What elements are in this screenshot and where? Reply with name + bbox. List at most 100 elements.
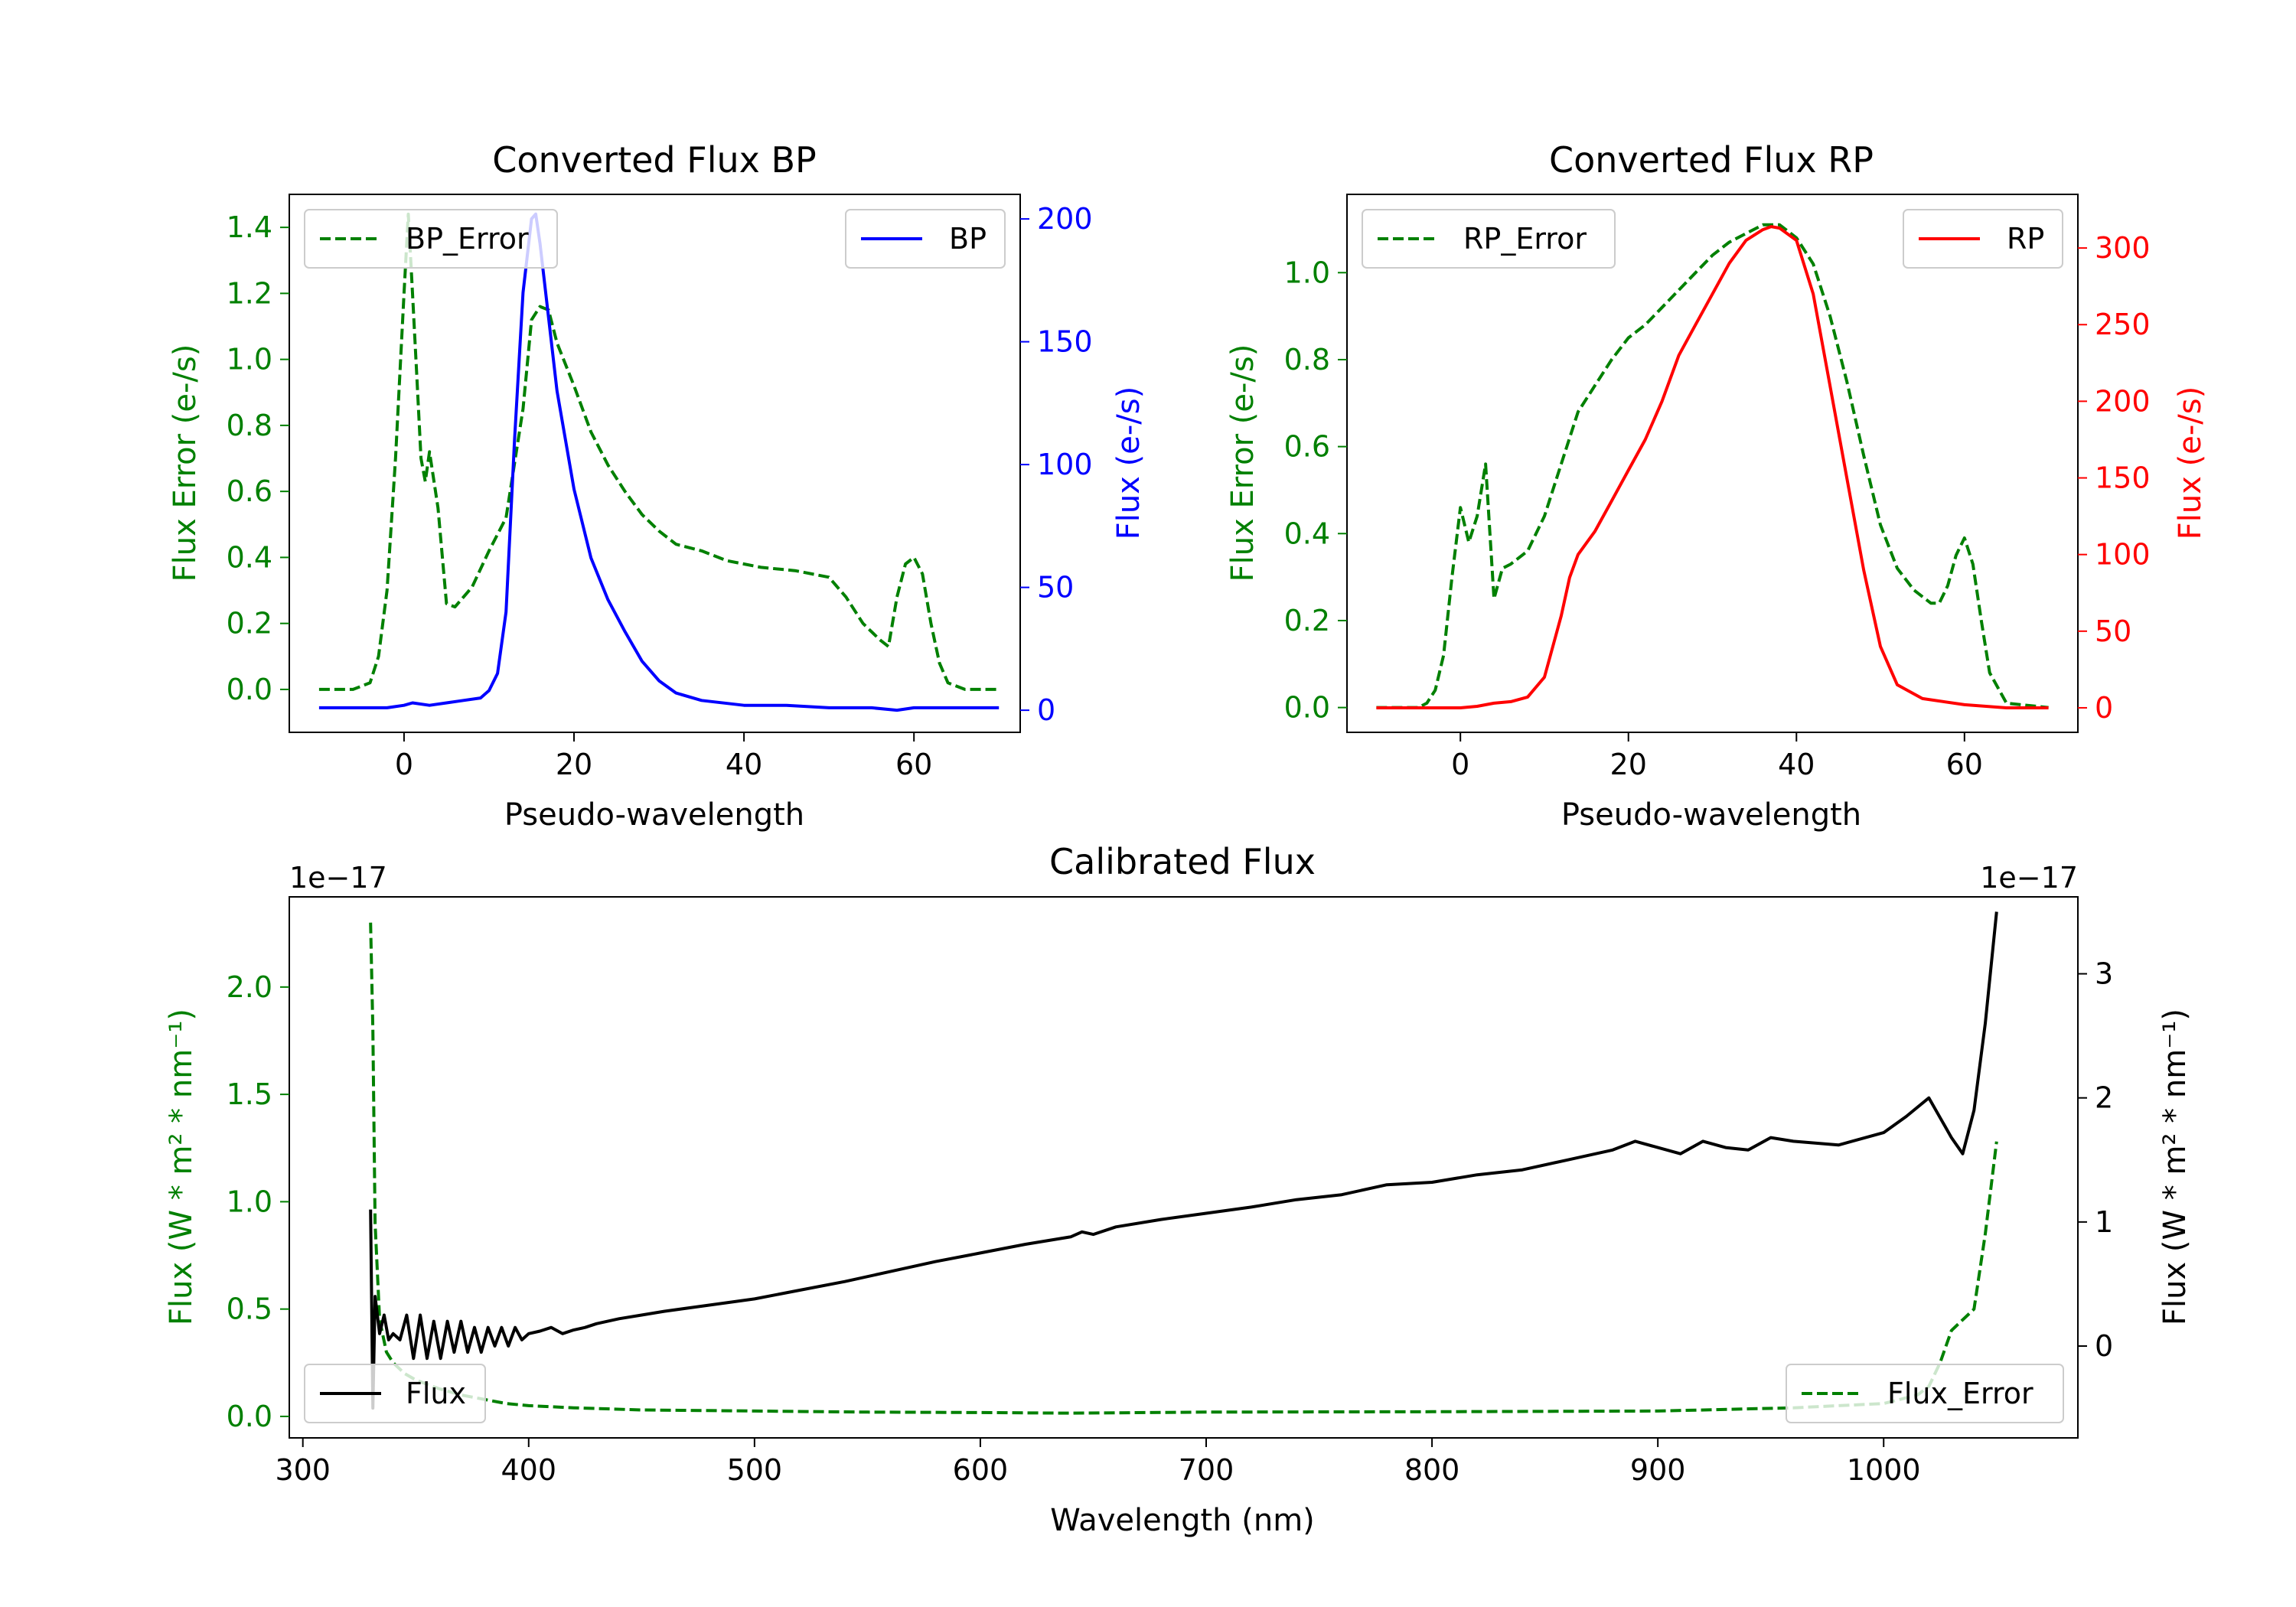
rp-x-tick-label: 40: [1778, 748, 1815, 781]
bp-y-left-tick-label: 1.4: [227, 210, 272, 244]
bp-x-tick-label: 60: [895, 748, 932, 781]
bp-y-left-tick-label: 0.4: [227, 540, 272, 574]
bp-y-left-tick-label: 0.0: [227, 673, 272, 706]
rp-legend-label: RP: [2007, 222, 2044, 256]
rp-y-left-tick-label: 0.4: [1284, 517, 1330, 550]
bp-y-right-tick-label: 150: [1037, 325, 1093, 359]
rp-y-right-tick-label: 0: [2095, 691, 2113, 725]
calibrated-x-axis-label: Wavelength (nm): [1050, 1503, 1315, 1538]
bp-title: Converted Flux BP: [492, 139, 817, 181]
rp-y-right-tick-label: 150: [2095, 461, 2151, 495]
bp-y-right-axis-label: Flux (e-/s): [1111, 386, 1146, 539]
calibrated-y-right-tick-label: 2: [2095, 1081, 2113, 1115]
calibrated-flux-legend: Flux: [304, 1364, 486, 1423]
rp-y-left-tick-label: 0.2: [1284, 604, 1330, 637]
calibrated-y-right-ticks: 0 1 2 3: [2078, 957, 2113, 1363]
bp-y-left-tick-label: 0.8: [227, 409, 272, 442]
bp-y-right-tick-label: 200: [1037, 202, 1093, 236]
bp-y-left-tick-label: 1.0: [227, 343, 272, 376]
rp-y-right-tick-label: 200: [2095, 384, 2151, 418]
calibrated-x-tick-label: 1000: [1847, 1453, 1921, 1487]
bp-legend-label: BP: [949, 222, 987, 256]
calibrated-series-flux-error-line: [369, 922, 1998, 1415]
calibrated-x-tick-label: 900: [1630, 1453, 1686, 1487]
rp-y-right-tick-label: 300: [2095, 231, 2151, 265]
rp-x-ticks: 0 20 40 60: [1451, 732, 1983, 781]
rp-y-right-ticks: 0 50 100 150 200 250 300: [2078, 231, 2151, 725]
bp-series-bp-line: [318, 212, 1000, 712]
bp-x-tick-label: 0: [395, 748, 413, 781]
rp-x-tick-label: 20: [1610, 748, 1647, 781]
calibrated-x-tick-label: 800: [1404, 1453, 1460, 1487]
calibrated-y-left-tick-label: 0.5: [227, 1292, 272, 1326]
rp-y-right-tick-label: 100: [2095, 538, 2151, 572]
calibrated-y-right-tick-label: 0: [2095, 1329, 2113, 1363]
calibrated-x-tick-label: 600: [953, 1453, 1009, 1487]
calibrated-y-left-tick-label: 1.0: [227, 1185, 272, 1218]
calibrated-y-right-tick-label: 3: [2095, 957, 2113, 991]
calibrated-y-left-tick-label: 0.0: [227, 1400, 272, 1433]
bp-x-ticks: 0 20 40 60: [395, 732, 932, 781]
bp-x-tick-label: 40: [726, 748, 762, 781]
rp-plot-area: [1376, 223, 2049, 709]
bp-y-left-axis-label: Flux Error (e-/s): [168, 344, 203, 582]
calibrated-flux-error-legend: Flux_Error: [1786, 1364, 2064, 1423]
rp-y-left-tick-label: 1.0: [1284, 256, 1330, 289]
bp-y-left-tick-label: 0.2: [227, 607, 272, 641]
bp-y-right-ticks: 0 50 100 150 200: [1020, 202, 1093, 727]
calibrated-right-offset-text: 1e−17: [1980, 861, 2078, 895]
bp-series-bp-error-line: [318, 212, 1000, 691]
bp-y-right-tick-label: 100: [1037, 448, 1093, 481]
rp-y-right-tick-label: 50: [2095, 614, 2131, 648]
rp-error-legend: RP_Error: [1362, 209, 1616, 269]
calibrated-y-right-axis-label: Flux (W * m² * nm⁻¹): [2157, 1009, 2193, 1325]
bp-y-left-tick-label: 1.2: [227, 276, 272, 310]
rp-x-tick-label: 60: [1946, 748, 1983, 781]
rp-y-right-tick-label: 250: [2095, 308, 2151, 341]
bp-y-right-tick-label: 50: [1037, 571, 1074, 605]
rp-axes-frame: [1346, 194, 2079, 733]
rp-series-rp-error-line: [1376, 223, 2049, 709]
calibrated-x-tick-label: 400: [501, 1453, 557, 1487]
calibrated-series-flux-line: [369, 911, 1998, 1410]
bp-axes-frame: [289, 194, 1021, 733]
bp-plot-area: [318, 212, 1000, 712]
calibrated-x-tick-label: 700: [1179, 1453, 1234, 1487]
rp-y-left-tick-label: 0.8: [1284, 343, 1330, 376]
calibrated-x-tick-label: 500: [727, 1453, 783, 1487]
bp-y-left-tick-label: 0.6: [227, 474, 272, 508]
rp-series-rp-line: [1376, 225, 2049, 709]
calibrated-y-left-tick-label: 2.0: [227, 970, 272, 1004]
bp-y-right-tick-label: 0: [1037, 693, 1055, 727]
rp-y-left-axis-label: Flux Error (e-/s): [1225, 344, 1261, 582]
calibrated-y-left-ticks: 0.0 0.5 1.0 1.5 2.0: [227, 970, 289, 1433]
rp-y-left-tick-label: 0.6: [1284, 430, 1330, 464]
panel-calibrated-flux: Calibrated Flux 300 400 500 600 700 800 900 100…: [164, 841, 2193, 1538]
rp-legend: RP: [1903, 209, 2063, 269]
rp-y-left-ticks: 0.0 0.2 0.4 0.6 0.8 1.0: [1284, 256, 1347, 725]
calibrated-flux-error-legend-label: Flux_Error: [1887, 1377, 2033, 1410]
rp-x-axis-label: Pseudo-wavelength: [1561, 797, 1861, 833]
calibrated-y-left-tick-label: 1.5: [227, 1077, 272, 1111]
calibrated-y-right-tick-label: 1: [2095, 1205, 2113, 1239]
bp-x-tick-label: 20: [556, 748, 592, 781]
rp-x-tick-label: 0: [1451, 748, 1469, 781]
rp-error-legend-label: RP_Error: [1463, 222, 1587, 256]
bp-error-legend-label: BP_Error: [406, 222, 529, 256]
bp-legend: BP: [845, 209, 1006, 269]
panel-converted-flux-rp: Converted Flux RP 0 20 40 60 0.00.20.40.60.…: [1225, 139, 2208, 833]
bp-y-left-ticks: 0.0 0.2 0.4 0.6 0.8 1.0 1.2 1.4: [227, 210, 289, 706]
rp-title: Converted Flux RP: [1549, 139, 1874, 181]
bp-error-legend: BP_Error: [304, 209, 558, 269]
calibrated-flux-legend-label: Flux: [406, 1377, 466, 1410]
calibrated-x-tick-label: 300: [275, 1453, 331, 1487]
calibrated-plot-area: [369, 911, 1998, 1415]
calibrated-left-offset-text: 1e−17: [289, 861, 387, 895]
rp-y-right-axis-label: Flux (e-/s): [2173, 386, 2208, 539]
calibrated-x-ticks: 300 400 500 600 700 800 900 1000: [275, 1438, 1921, 1487]
calibrated-axes-frame: [289, 896, 2079, 1439]
bp-x-axis-label: Pseudo-wavelength: [504, 797, 804, 833]
calibrated-y-left-axis-label: Flux (W * m² * nm⁻¹): [164, 1009, 199, 1325]
rp-y-left-tick-label: 0.0: [1284, 691, 1330, 725]
